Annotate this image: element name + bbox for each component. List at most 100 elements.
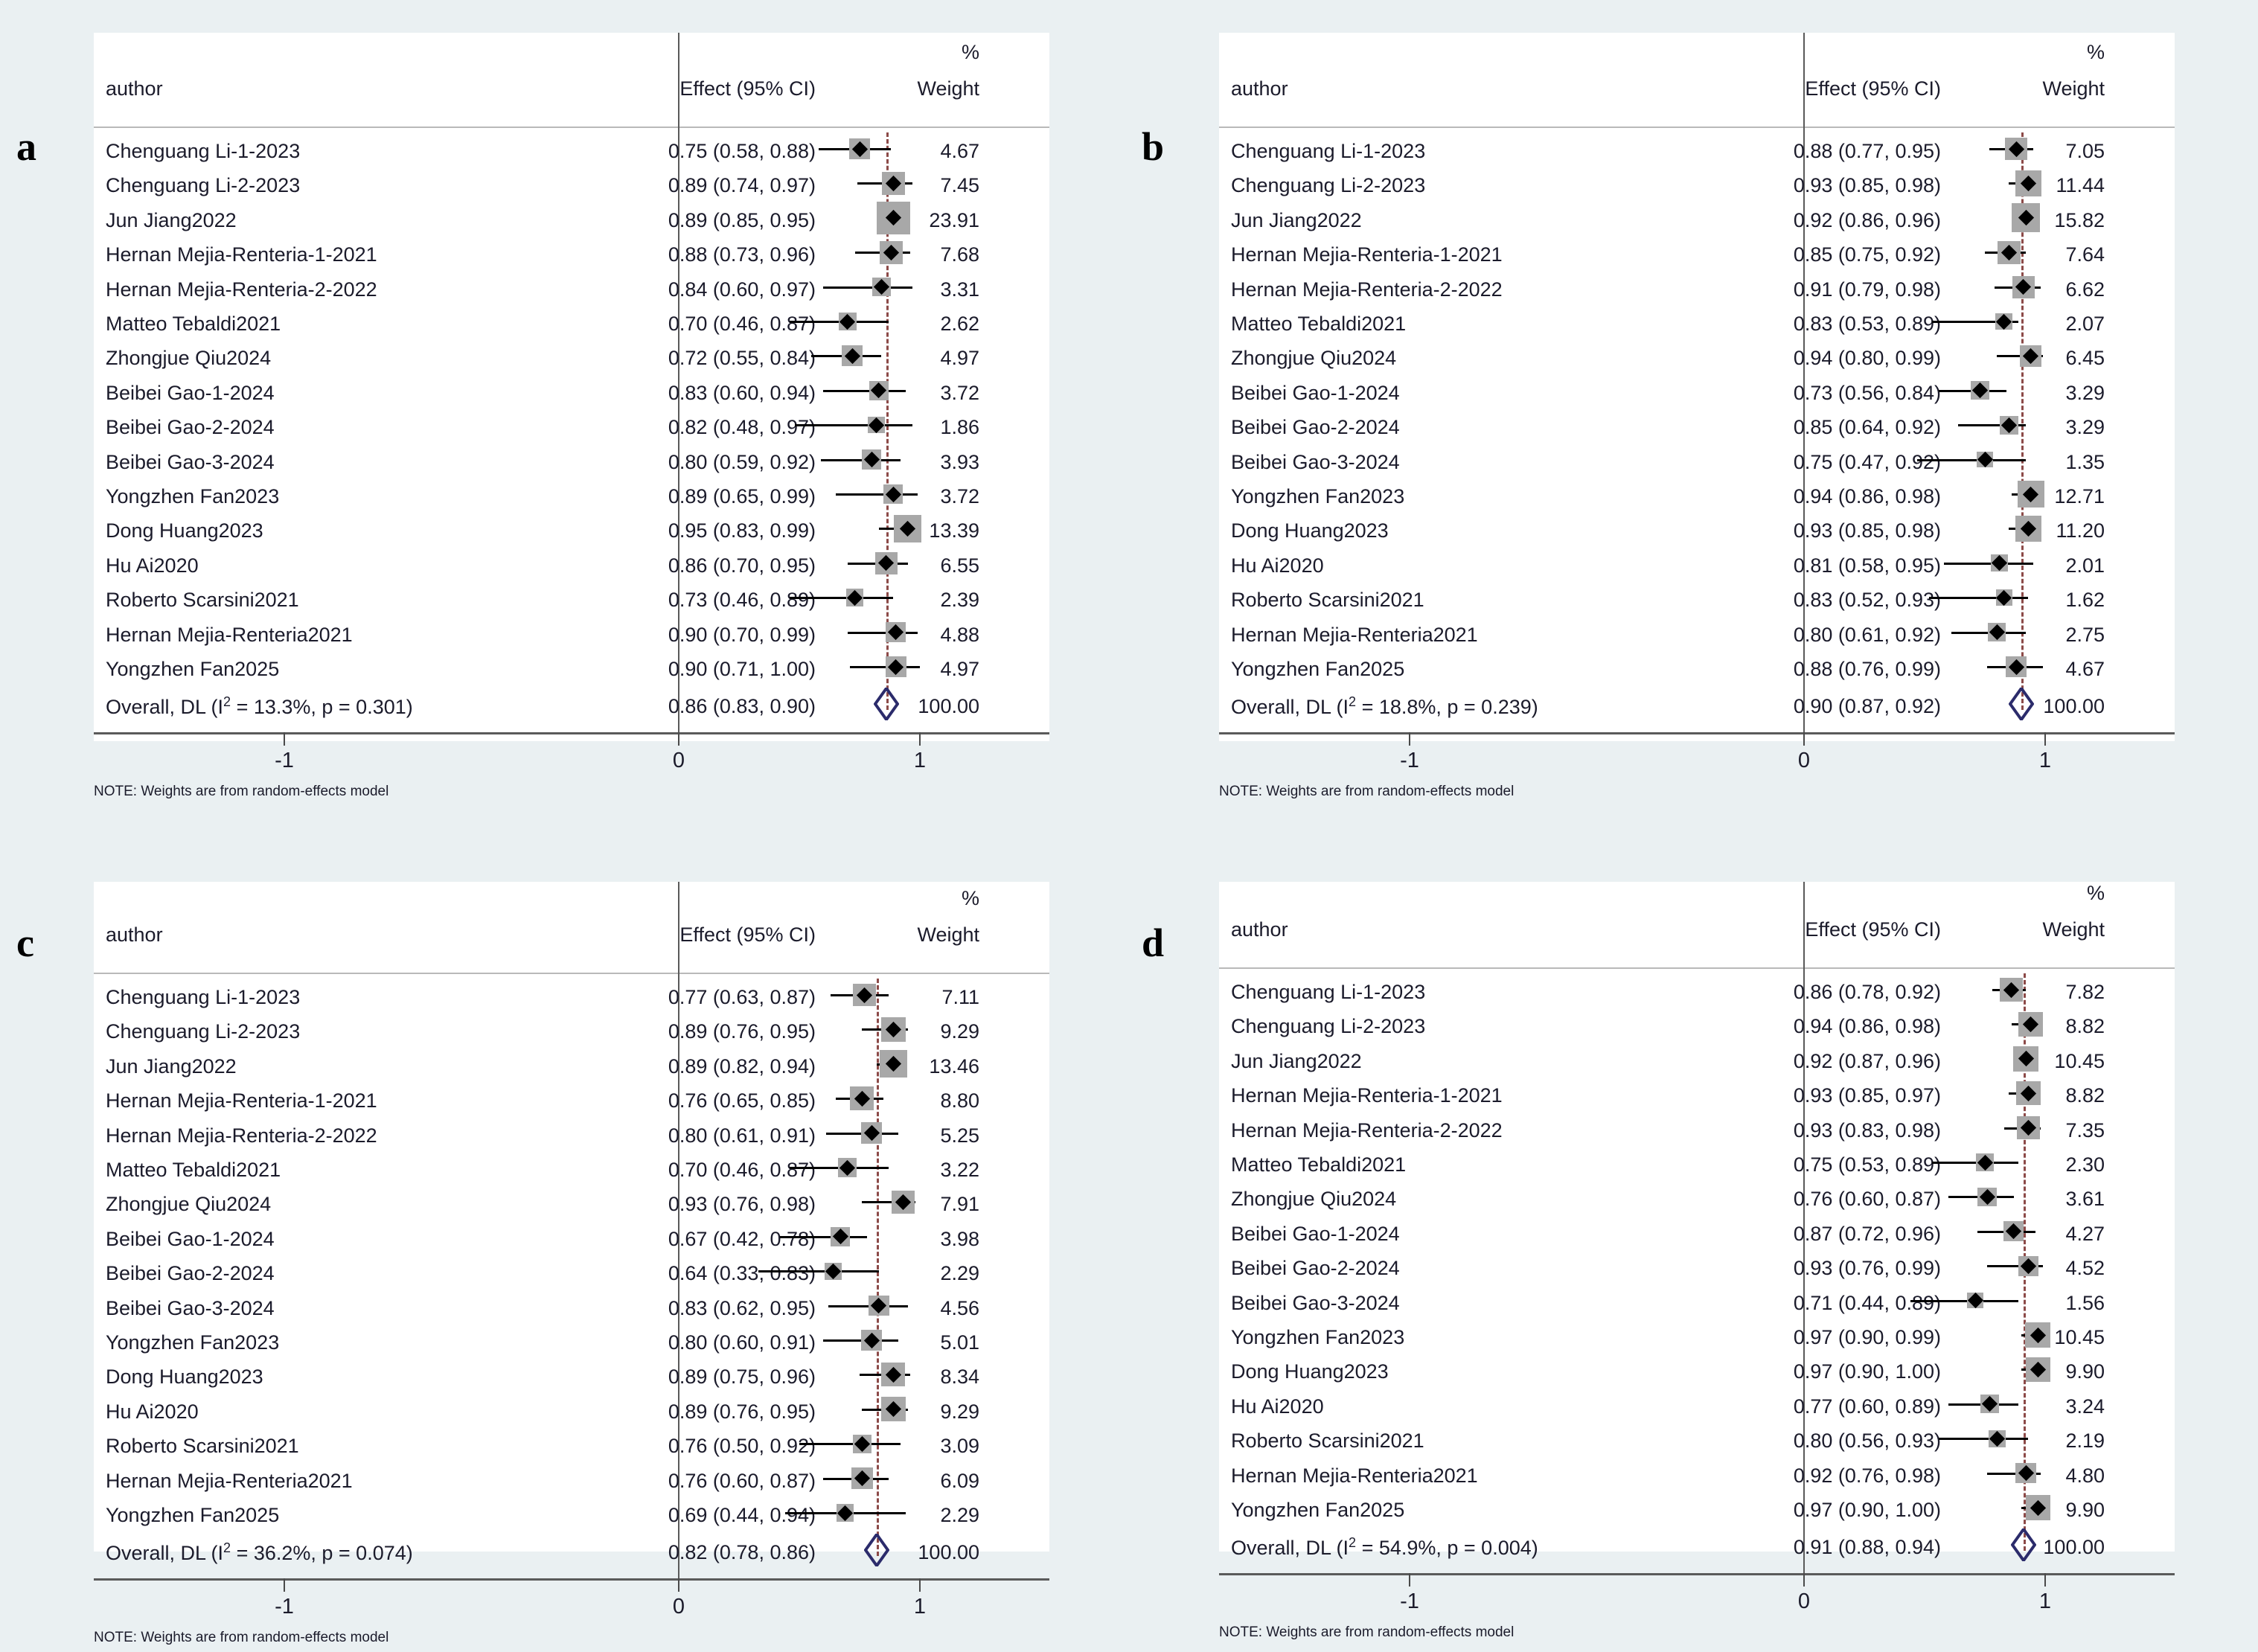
effect-value: 0.80 (0.56, 0.93) xyxy=(1793,1430,1941,1453)
table-row: Hernan Mejia-Renteria2021 xyxy=(1231,623,1478,646)
table-row: Hernan Mejia-Renteria-2-2022 xyxy=(106,1124,377,1147)
axis-tick-label-0: -1 xyxy=(1400,749,1419,773)
pooled-effect-line xyxy=(886,132,889,711)
weight-column-header: Weight xyxy=(917,923,979,946)
table-row: Zhongjue Qiu2024 xyxy=(1231,347,1397,370)
table-row: Yongzhen Fan2023 xyxy=(1231,1326,1405,1348)
table-row: Yongzhen Fan2025 xyxy=(106,658,280,680)
effect-value: 0.89 (0.74, 0.97) xyxy=(668,174,816,197)
weight-value: 11.20 xyxy=(2056,519,2105,542)
effect-value: 0.89 (0.75, 0.96) xyxy=(668,1366,816,1389)
effect-value: 0.83 (0.53, 0.89) xyxy=(1793,313,1941,335)
weight-value: 4.88 xyxy=(940,623,979,646)
weights-note: NOTE: Weights are from random-effects mo… xyxy=(1219,784,1515,800)
table-row: Hernan Mejia-Renteria2021 xyxy=(106,623,353,646)
table-row: Hernan Mejia-Renteria2021 xyxy=(106,1469,353,1492)
effect-column-header: Effect (95% CI) xyxy=(679,77,816,100)
overall-label: Overall, DL (I2 = 54.9%, p = 0.004) xyxy=(1231,1535,1538,1560)
axis-tick-label-1: 0 xyxy=(672,749,685,773)
table-row: Chenguang Li-1-2023 xyxy=(106,986,301,1008)
table-row: Hernan Mejia-Renteria-1-2021 xyxy=(1231,243,1503,266)
confidence-interval-line xyxy=(823,286,913,289)
axis-tick-label-0: -1 xyxy=(1400,1589,1419,1614)
effect-value: 0.92 (0.76, 0.98) xyxy=(1793,1464,1941,1487)
weight-value: 1.56 xyxy=(2065,1291,2105,1314)
confidence-interval-line xyxy=(1931,1162,2019,1164)
effect-value: 0.83 (0.60, 0.94) xyxy=(668,381,816,404)
weight-value: 2.62 xyxy=(940,313,979,335)
weight-value: 7.45 xyxy=(940,174,979,197)
table-row: Hernan Mejia-Renteria2021 xyxy=(1231,1464,1478,1487)
panel-letter-c: c xyxy=(16,921,34,965)
axis-tick-label-2: 1 xyxy=(2038,1589,2052,1614)
weight-value: 6.62 xyxy=(2065,278,2105,301)
weight-value: 13.46 xyxy=(929,1054,979,1078)
effect-value: 0.97 (0.90, 0.99) xyxy=(1793,1326,1941,1348)
confidence-interval-line xyxy=(823,1339,898,1342)
axis-tick-label-2: 1 xyxy=(913,749,927,773)
table-row: Hernan Mejia-Renteria-2-2022 xyxy=(106,278,377,301)
effect-value: 0.97 (0.90, 1.00) xyxy=(1793,1499,1941,1521)
table-row: Roberto Scarsini2021 xyxy=(106,1435,299,1458)
confidence-interval-line xyxy=(799,1443,901,1446)
effect-value: 0.70 (0.46, 0.87) xyxy=(668,1159,816,1181)
table-row: Beibei Gao-1-2024 xyxy=(106,381,275,404)
overall-diamond-marker xyxy=(863,1534,889,1567)
forest-panel-b: % Weight Effect (95% CI) author Chenguang Li… xyxy=(1219,33,2175,741)
table-row: Beibei Gao-3-2024 xyxy=(106,450,275,473)
effect-value: 0.89 (0.76, 0.95) xyxy=(668,1020,816,1043)
confidence-interval-line xyxy=(780,1235,867,1238)
percent-header: % xyxy=(2086,882,2105,904)
confidence-interval-line xyxy=(835,493,918,496)
effect-value: 0.93 (0.85, 0.98) xyxy=(1793,174,1941,197)
weight-value: 5.25 xyxy=(940,1124,979,1147)
effect-value: 0.95 (0.83, 0.99) xyxy=(668,519,816,542)
table-row: Hu Ai2020 xyxy=(106,1400,199,1423)
overall-effect-value: 0.91 (0.88, 0.94) xyxy=(1793,1536,1941,1559)
effect-value: 0.94 (0.80, 0.99) xyxy=(1793,347,1941,370)
table-row: Chenguang Li-1-2023 xyxy=(106,140,301,162)
table-row: Chenguang Li-2-2023 xyxy=(1231,1015,1426,1038)
weight-value: 3.72 xyxy=(940,485,979,508)
effect-value: 0.93 (0.85, 0.98) xyxy=(1793,519,1941,542)
confidence-interval-line xyxy=(847,631,918,634)
axis-tick-1 xyxy=(678,732,679,746)
effect-value: 0.90 (0.70, 0.99) xyxy=(668,623,816,646)
overall-diamond-marker xyxy=(873,688,899,721)
effect-value: 0.93 (0.83, 0.98) xyxy=(1793,1118,1941,1142)
table-row: Yongzhen Fan2025 xyxy=(1231,658,1405,680)
table-row: Roberto Scarsini2021 xyxy=(106,589,299,612)
effect-value: 0.80 (0.61, 0.92) xyxy=(1793,623,1941,646)
table-row: Hernan Mejia-Renteria-2-2022 xyxy=(1231,278,1503,301)
axis-tick-1 xyxy=(678,1578,679,1592)
table-row: Hu Ai2020 xyxy=(1231,1395,1324,1418)
confidence-interval-line xyxy=(758,1270,879,1273)
pooled-effect-line xyxy=(876,979,879,1557)
confidence-interval-line xyxy=(1931,321,2019,323)
table-row: Dong Huang2023 xyxy=(106,1366,263,1389)
weight-value: 3.29 xyxy=(2065,381,2105,404)
weights-note: NOTE: Weights are from random-effects mo… xyxy=(94,1630,389,1646)
table-row: Beibei Gao-2-2024 xyxy=(106,1262,275,1285)
axis-tick-0 xyxy=(284,732,285,746)
table-row: Beibei Gao-2-2024 xyxy=(1231,1257,1400,1280)
weight-value: 4.97 xyxy=(940,347,979,370)
confidence-interval-line xyxy=(1939,1438,2029,1441)
weights-note: NOTE: Weights are from random-effects mo… xyxy=(94,784,389,800)
header-divider xyxy=(1219,127,2175,128)
overall-weight-value: 100.00 xyxy=(918,695,979,718)
effect-value: 0.85 (0.75, 0.92) xyxy=(1793,243,1941,266)
effect-value: 0.89 (0.65, 0.99) xyxy=(668,485,816,508)
effect-value: 0.94 (0.86, 0.98) xyxy=(1793,1015,1941,1038)
table-row: Zhongjue Qiu2024 xyxy=(106,1193,272,1216)
null-reference-line xyxy=(678,882,679,1579)
confidence-interval-line xyxy=(794,424,913,427)
effect-value: 0.75 (0.58, 0.88) xyxy=(668,140,816,162)
weight-value: 7.82 xyxy=(2065,981,2105,1003)
weight-value: 4.56 xyxy=(940,1296,979,1319)
x-axis-line xyxy=(94,1578,1049,1581)
axis-tick-2 xyxy=(919,1578,921,1592)
weight-value: 9.90 xyxy=(2065,1360,2105,1383)
confidence-interval-line xyxy=(821,458,901,461)
effect-value: 0.77 (0.60, 0.89) xyxy=(1793,1395,1941,1418)
